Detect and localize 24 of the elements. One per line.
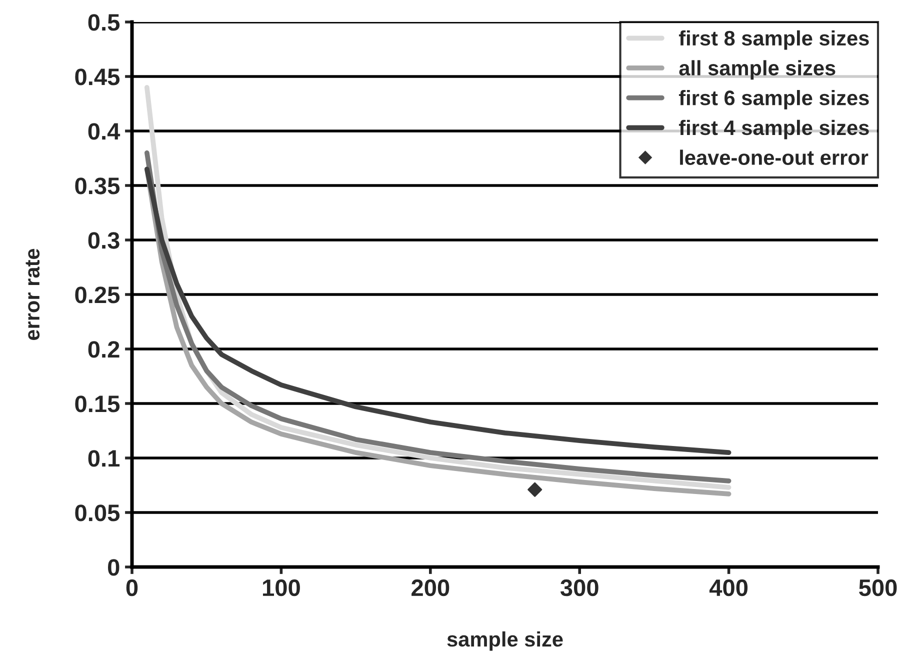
- y-tick-label: 0.25: [75, 286, 120, 304]
- legend-label: first 8 sample sizes: [678, 30, 869, 50]
- y-tick-label: 0.4: [88, 123, 120, 140]
- legend-label: first 4 sample sizes: [678, 120, 869, 140]
- y-tick-label: 0.5: [88, 14, 120, 31]
- legend-label: leave-one-out error: [680, 150, 868, 165]
- y-tick-label: 0.2: [88, 341, 120, 358]
- y-tick-label: 0.1: [88, 450, 120, 467]
- x-tick-label: 200: [412, 579, 450, 596]
- y-tick-label: 0.15: [75, 396, 120, 412]
- x-tick-label: 400: [709, 579, 748, 596]
- y-tick-label: 0.3: [88, 232, 120, 249]
- legend-label: all sample sizes: [679, 60, 836, 80]
- x-tick-label: 0: [126, 579, 138, 596]
- y-tick-label: 0.35: [75, 178, 120, 194]
- x-tick-label: 100: [262, 579, 300, 596]
- y-tick-label: 0.45: [75, 68, 120, 86]
- y-axis-title: error rate: [26, 248, 40, 340]
- x-tick-label: 500: [859, 579, 897, 596]
- y-tick-label: 0: [108, 559, 120, 576]
- x-axis-title: sample size: [447, 631, 563, 651]
- y-tick-label: 0.05: [75, 504, 120, 522]
- x-tick-label: 300: [560, 579, 598, 596]
- legend-label: first 6 sample sizes: [678, 90, 869, 110]
